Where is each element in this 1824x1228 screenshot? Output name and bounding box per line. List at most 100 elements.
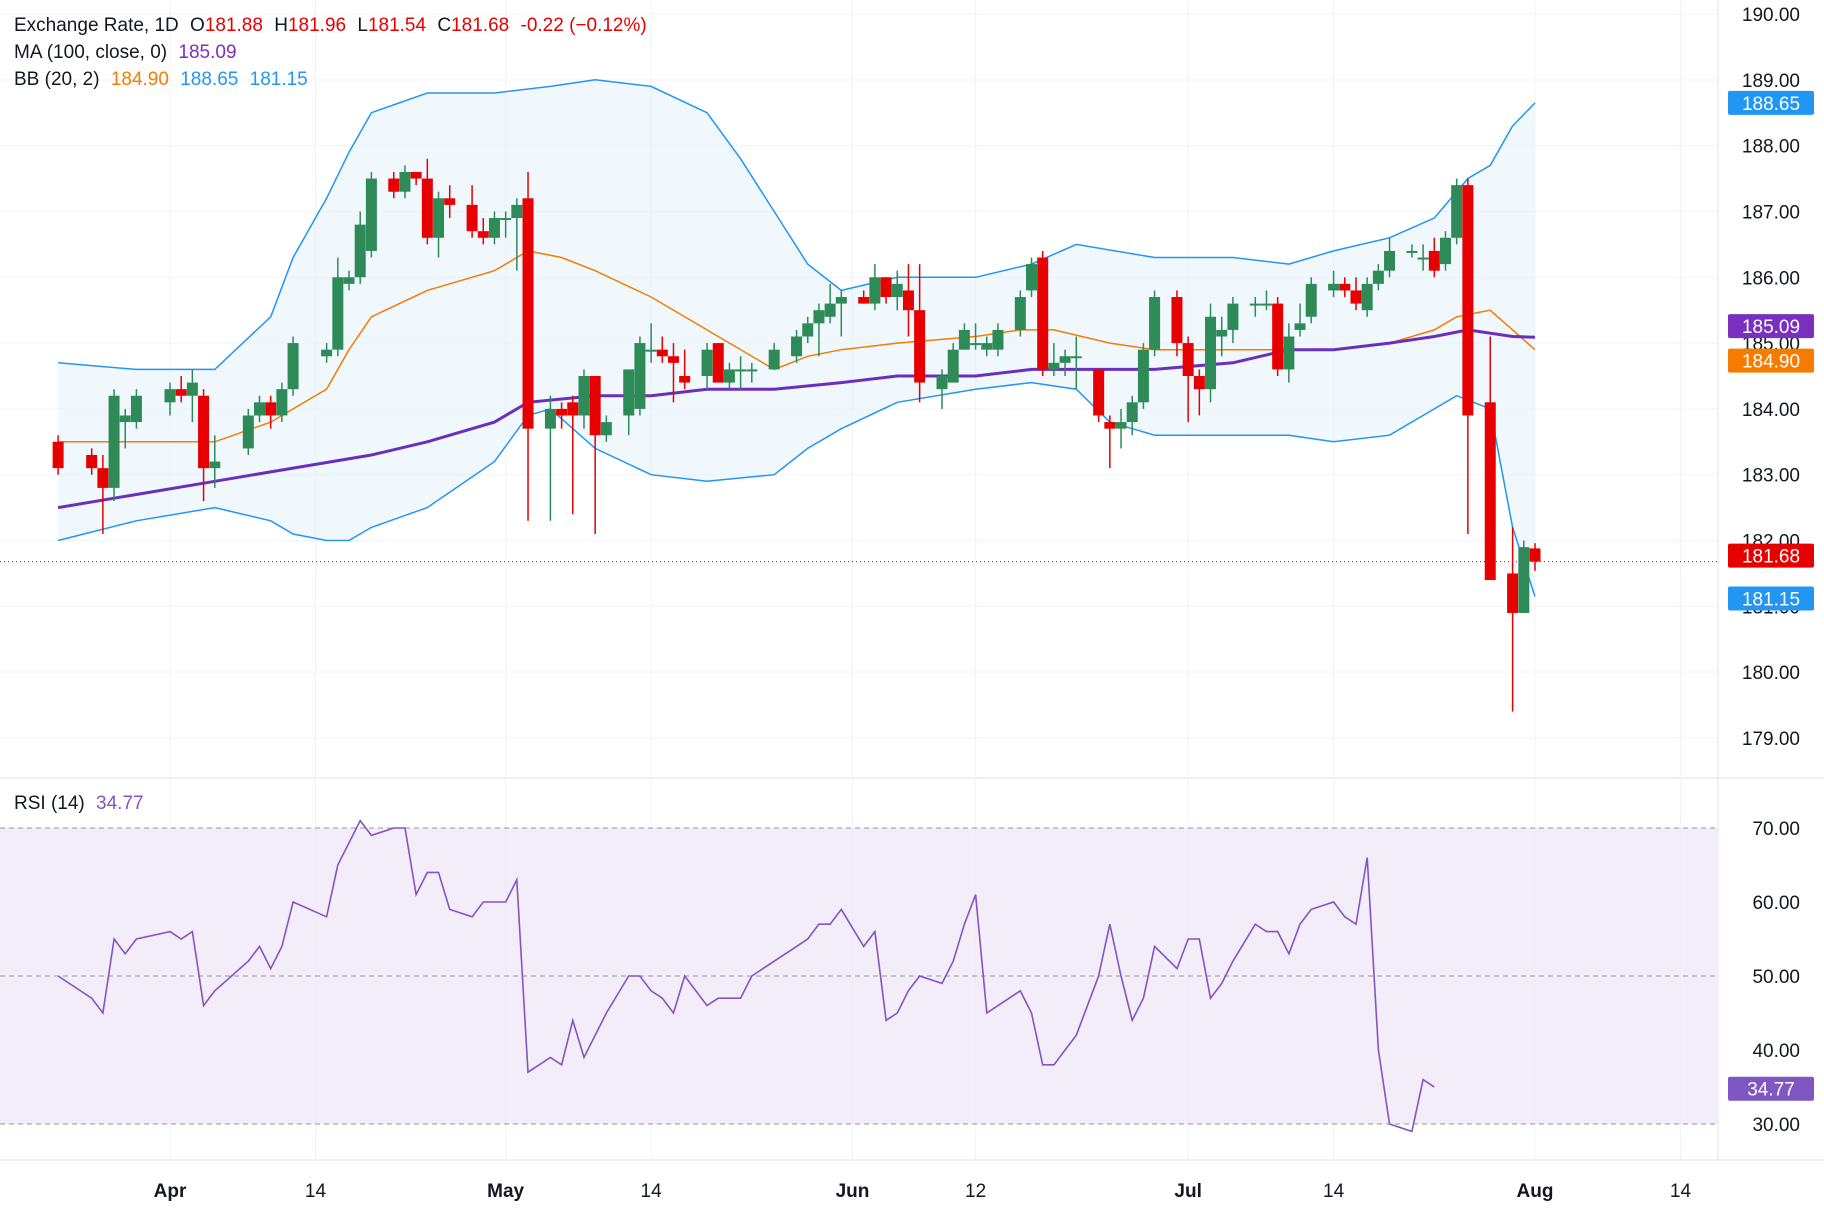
candle-body [444, 198, 456, 205]
candle-body [108, 395, 120, 488]
candle [354, 211, 366, 284]
legend-ohlc: O181.88 H181.96 L181.54 C181.68 -0.22 (−… [190, 15, 653, 36]
candle [1439, 231, 1451, 271]
candle-body [477, 231, 489, 238]
candle [880, 277, 892, 304]
candle-body [1093, 369, 1105, 416]
candle [1093, 369, 1105, 423]
candle [735, 356, 747, 390]
candle-body [1439, 237, 1451, 265]
candle [1272, 297, 1284, 376]
candle [556, 402, 568, 429]
candle-body [656, 349, 668, 357]
bb-legend-mid: 184.90 [110, 69, 169, 90]
legend-title: Exchange Rate, 1D [14, 15, 179, 36]
candle [1037, 250, 1049, 376]
candle [388, 171, 400, 199]
candle [768, 343, 780, 370]
candle-body [254, 402, 266, 416]
candle [198, 389, 210, 502]
time-tick-label: Jun [836, 1181, 870, 1202]
candle [589, 376, 601, 534]
candle [1115, 408, 1127, 449]
candle [276, 382, 288, 423]
candle [287, 336, 299, 396]
candle-body [1048, 362, 1060, 370]
candle [1171, 290, 1183, 357]
candle-body [265, 402, 277, 416]
candle [1428, 237, 1440, 278]
candle [1529, 543, 1541, 571]
candle-body [354, 224, 366, 278]
candle-body [667, 356, 679, 363]
candle-body [175, 389, 187, 396]
rsi-tick-label: 70.00 [1752, 819, 1800, 840]
candle [891, 270, 903, 311]
candle [1193, 369, 1205, 416]
candle [97, 454, 109, 534]
candle [130, 389, 142, 429]
candle-body [500, 218, 512, 221]
candle-body [86, 454, 98, 469]
candle-body [1451, 185, 1463, 238]
bb-legend: BB (20, 2) 184.90 188.65 181.15 [14, 66, 314, 93]
candle [723, 362, 735, 390]
candle-body [679, 376, 691, 383]
price-tick-label: 188.00 [1742, 137, 1800, 158]
candle [365, 171, 377, 258]
candle-body [1205, 316, 1217, 390]
candle-body [589, 376, 601, 436]
time-tick-label: May [487, 1181, 524, 1202]
candle-body [1216, 329, 1228, 337]
candle [645, 323, 657, 363]
candle [1518, 540, 1530, 613]
candle-body [1507, 573, 1519, 613]
time-tick-label: 14 [305, 1181, 327, 1202]
candle-body [1484, 402, 1496, 581]
candle-body [1126, 402, 1138, 423]
candle-body [365, 178, 377, 251]
candle-body [992, 329, 1004, 350]
candle [1328, 270, 1340, 298]
candle-body [936, 376, 948, 390]
price-tick-label: 189.00 [1742, 71, 1800, 92]
candle [1372, 264, 1384, 291]
candle [1507, 527, 1519, 712]
candle-body [321, 349, 333, 357]
legend-open-value: 181.88 [204, 15, 263, 36]
rsi-tick-label: 30.00 [1752, 1115, 1800, 1136]
candle [600, 415, 612, 442]
candle-body [645, 349, 657, 352]
legend-low-label: L [357, 15, 368, 36]
rsi-legend-label: RSI (14) [14, 793, 85, 814]
rsi-tick-label: 50.00 [1752, 967, 1800, 988]
candle [86, 448, 98, 475]
candle-body [1328, 283, 1340, 291]
candle [1283, 323, 1295, 383]
price-axis-badge [1728, 543, 1814, 568]
candle-body [1518, 547, 1530, 613]
candle [1014, 290, 1026, 337]
candle-body [869, 277, 881, 304]
rsi-axis-badge [1728, 1076, 1814, 1101]
candle [1249, 297, 1261, 317]
candle [1260, 290, 1272, 311]
candle [186, 369, 198, 423]
price-tick-label: 183.00 [1742, 466, 1800, 487]
candle [1451, 178, 1463, 245]
candle-body [634, 343, 646, 409]
candle-body [768, 349, 780, 370]
candle-body [544, 408, 556, 429]
candle-body [1529, 548, 1541, 562]
candle-body [209, 461, 221, 469]
candle [679, 349, 691, 390]
candle [500, 211, 512, 238]
candle [1048, 343, 1060, 376]
candle-body [1283, 336, 1295, 370]
candle-body [802, 323, 814, 337]
candle-body [1339, 283, 1351, 291]
legend-close-label: C [437, 15, 452, 36]
candle [52, 435, 64, 475]
